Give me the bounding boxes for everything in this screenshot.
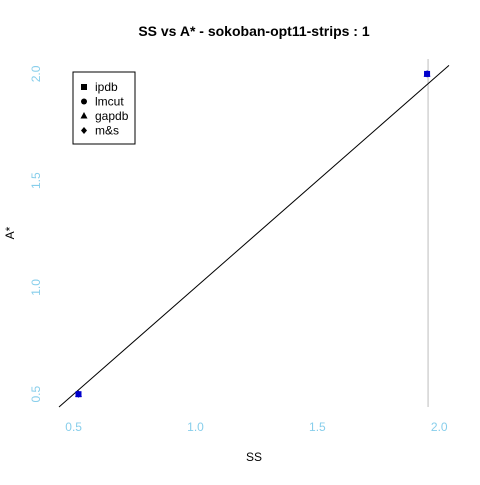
x-axis-label: SS — [246, 450, 262, 464]
diagonal-reference-line — [58, 65, 450, 408]
x-tick-label: 1.0 — [187, 420, 204, 434]
x-tick-label: 0.5 — [65, 420, 82, 434]
x-tick-label: 1.5 — [309, 420, 326, 434]
legend-marker-triangle — [80, 112, 88, 119]
legend-marker-diamond — [81, 127, 87, 134]
x-tick-label: 2.0 — [431, 420, 448, 434]
legend-marker-circle — [81, 98, 87, 105]
data-point-diamond — [75, 390, 82, 398]
y-tick-label: 1.5 — [29, 172, 43, 189]
y-tick-label: 0.5 — [29, 386, 43, 403]
legend-marker-square — [81, 84, 87, 90]
legend-label: lmcut — [95, 95, 124, 109]
chart-title: SS vs A* - sokoban-opt11-strips : 1 — [138, 23, 370, 39]
legend-label: ipdb — [95, 80, 118, 94]
legend-label: gapdb — [95, 109, 129, 123]
y-tick-label: 2.0 — [29, 65, 43, 82]
y-tick-label: 1.0 — [29, 279, 43, 296]
data-point-diamond — [424, 70, 431, 78]
legend-label: m&s — [95, 124, 119, 138]
y-axis-label: A* — [3, 226, 17, 239]
